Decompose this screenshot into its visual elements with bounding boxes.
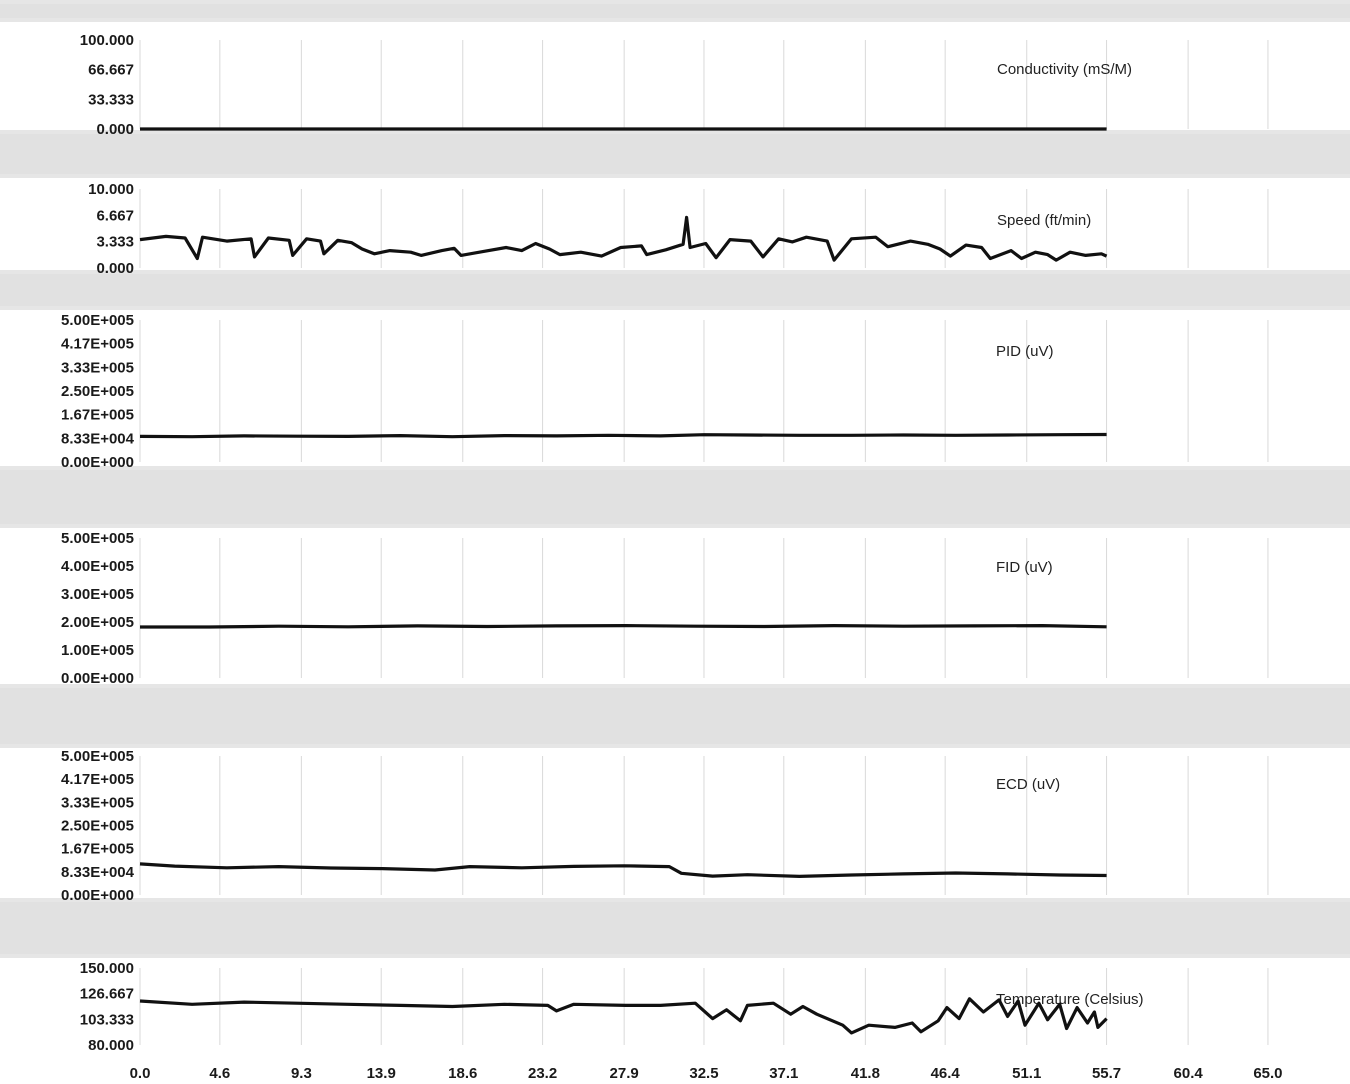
series-line: [139, 215, 1108, 262]
y-tick-label: 33.333: [88, 91, 134, 108]
y-tick-label: 1.67E+005: [61, 407, 134, 424]
y-tick-label: 8.33E+004: [61, 430, 135, 447]
y-tick-label: 0.000: [96, 121, 134, 138]
separator-band-texture: [0, 4, 1350, 18]
x-tick-label: 0.0: [130, 1065, 151, 1082]
x-tick-label: 18.6: [448, 1065, 477, 1082]
y-tick-label: 126.667: [80, 986, 134, 1003]
y-tick-label: 103.333: [80, 1011, 134, 1028]
panel-label: ECD (uV): [996, 776, 1060, 793]
y-tick-label: 66.667: [88, 62, 134, 79]
y-tick-label: 5.00E+005: [61, 312, 134, 329]
x-tick-label: 13.9: [367, 1065, 396, 1082]
y-tick-label: 5.00E+005: [61, 748, 134, 765]
x-tick-label: 32.5: [689, 1065, 718, 1082]
y-tick-label: 80.000: [88, 1037, 134, 1054]
y-tick-label: 8.33E+004: [61, 864, 135, 881]
x-tick-label: 46.4: [931, 1065, 961, 1082]
y-tick-label: 0.00E+000: [61, 670, 134, 687]
x-tick-label: 65.0: [1253, 1065, 1282, 1082]
separator-band-texture: [0, 688, 1350, 744]
series-line: [139, 862, 1107, 879]
y-tick-label: 4.17E+005: [61, 771, 134, 788]
y-tick-label: 6.667: [96, 207, 134, 224]
x-tick-label: 37.1: [769, 1065, 798, 1082]
chart-panels: 100.000 66.667 33.333 0.000 Conductivity (mS…: [61, 32, 1144, 1054]
x-tick-label: 9.3: [291, 1065, 312, 1082]
y-tick-label: 1.67E+005: [61, 841, 134, 858]
separator-band-texture: [0, 274, 1350, 306]
panel-separator-bands: [0, 0, 1350, 958]
y-tick-label: 0.00E+000: [61, 454, 134, 471]
y-tick-label: 3.00E+005: [61, 586, 134, 603]
panel-0: 100.000 66.667 33.333 0.000 Conductivity (mS…: [80, 32, 1132, 138]
panel-2: 5.00E+005 4.17E+005 3.33E+005 2.50E+005 1.67…: [61, 312, 1107, 471]
y-tick-label: 3.33E+005: [61, 359, 134, 376]
x-tick-label: 41.8: [851, 1065, 880, 1082]
series-line: [140, 623, 1107, 629]
panel-3: 5.00E+005 4.00E+005 3.00E+005 2.00E+005 1.00…: [61, 530, 1107, 687]
panel-label: Speed (ft/min): [997, 212, 1091, 229]
panel-1: 10.000 6.667 3.333 0.000 Speed (ft/min): [88, 181, 1108, 277]
panel-label: PID (uV): [996, 343, 1054, 360]
vertical-gridlines: [139, 40, 1269, 1045]
x-tick-label: 55.7: [1092, 1065, 1121, 1082]
y-tick-label: 10.000: [88, 181, 134, 198]
y-tick-label: 2.50E+005: [61, 383, 134, 400]
separator-band-texture: [0, 470, 1350, 524]
series-line: [139, 432, 1107, 439]
y-tick-label: 3.33E+005: [61, 794, 134, 811]
y-tick-label: 100.000: [80, 32, 134, 49]
x-tick-label: 23.2: [528, 1065, 557, 1082]
separator-band-texture: [0, 902, 1350, 954]
y-tick-label: 1.00E+005: [61, 642, 134, 659]
series-line: [139, 997, 1108, 1035]
x-tick-label: 60.4: [1174, 1065, 1204, 1082]
x-tick-label: 4.6: [209, 1065, 230, 1082]
y-tick-label: 0.000: [96, 260, 134, 277]
panel-5: 150.000 126.667 103.333 80.000 Temperature (…: [80, 960, 1144, 1054]
y-tick-label: 150.000: [80, 960, 134, 977]
x-tick-label: 51.1: [1012, 1065, 1041, 1082]
panel-label: Temperature (Celsius): [996, 991, 1144, 1008]
y-tick-label: 3.333: [96, 234, 134, 251]
x-tick-label: 27.9: [610, 1065, 639, 1082]
separator-band-texture: [0, 134, 1350, 174]
y-tick-label: 5.00E+005: [61, 530, 134, 547]
y-tick-label: 2.00E+005: [61, 614, 134, 631]
panel-4: 5.00E+005 4.17E+005 3.33E+005 2.50E+005 1.67…: [61, 748, 1107, 904]
y-tick-label: 0.00E+000: [61, 887, 134, 904]
y-tick-label: 4.17E+005: [61, 336, 134, 353]
y-tick-label: 4.00E+005: [61, 558, 134, 575]
panel-label: FID (uV): [996, 559, 1053, 576]
panel-label: Conductivity (mS/M): [997, 61, 1132, 78]
x-axis: 0.0 4.6 9.3 13.9 18.6 23.2 27.9 32.5 37.1 41.8 46.…: [130, 1065, 1283, 1082]
y-tick-label: 2.50E+005: [61, 818, 134, 835]
